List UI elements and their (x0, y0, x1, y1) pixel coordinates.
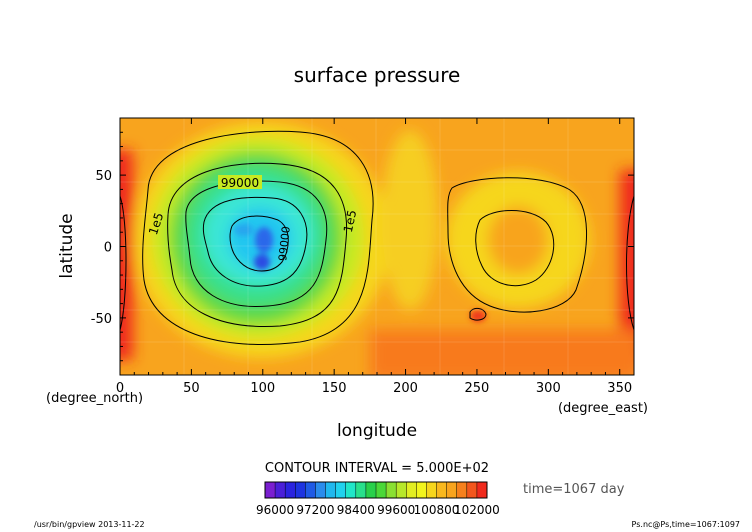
x-tick-label: 350 (607, 381, 632, 396)
x-tick-label: 200 (393, 381, 418, 396)
field-mid-yellow (382, 130, 438, 310)
contour-985 (202, 196, 308, 287)
contour-east-edge (626, 195, 634, 331)
x-axis-ticks: 0 50 100 150 200 250 300 350 (116, 118, 635, 396)
pressure-field (120, 118, 634, 375)
field-core-blue-1 (255, 227, 273, 253)
field-core-blue-2 (254, 254, 270, 270)
colorbar-swatch (426, 482, 437, 498)
colorbar-swatch (345, 482, 357, 498)
colorbar-swatch (315, 482, 326, 498)
colorbar-swatch (466, 482, 478, 498)
colorbar-swatch (275, 482, 286, 498)
contour-east-inner (475, 210, 555, 287)
colorbar-tick-label: 99600 (377, 503, 415, 517)
colorbar-tick-label: 100800 (414, 503, 460, 517)
contour-labels: 99000 1e5 1e5 99000 (146, 175, 359, 262)
chart-title: surface pressure (294, 63, 461, 87)
contour-label-99000-inner: 99000 (276, 226, 293, 262)
colorbar-tick-label: 96000 (256, 503, 294, 517)
colorbar-swatch (365, 482, 377, 498)
time-text: time=1067 day (523, 482, 625, 497)
x-tick-label: 250 (465, 381, 490, 396)
colorbar (264, 481, 488, 499)
colorbar-swatch (355, 482, 367, 498)
y-tick-label: 50 (95, 169, 112, 184)
colorbar-swatch (325, 482, 336, 498)
colorbar-tick-label: 98400 (337, 503, 375, 517)
colorbar-swatch (406, 482, 417, 498)
y-unit-label: (degree_north) (46, 391, 143, 406)
colorbar-swatch (446, 482, 458, 498)
colorbar-swatch (335, 482, 347, 498)
contour-label-1e5-east: 1e5 (341, 209, 359, 234)
colorbar-swatch (396, 482, 407, 498)
colorbar-swatch (376, 482, 387, 498)
x-unit-label: (degree_east) (558, 401, 648, 416)
field-core-blue-3 (234, 224, 254, 236)
colorbar-swatch (456, 482, 468, 498)
footer-left: /usr/bin/gpview 2013-11-22 (34, 520, 145, 529)
y-tick-label: -50 (91, 312, 112, 327)
colorbar-swatch (305, 482, 316, 498)
colorbar-swatch (416, 482, 427, 498)
contour-980 (229, 215, 289, 272)
colorbar-swatch (265, 482, 276, 498)
contour-interval-text: CONTOUR INTERVAL = 5.000E+02 (265, 461, 489, 476)
field-east-blob-orange (488, 206, 548, 274)
footer-right: Ps.nc@Ps,time=1067:1097 (632, 520, 740, 529)
colorbar-swatch (386, 482, 397, 498)
contour-east-outer (447, 177, 588, 313)
y-axis-ticks: -50 0 50 (91, 131, 634, 362)
contour-label-1e5-west: 1e5 (146, 211, 166, 237)
contour-995 (167, 162, 348, 327)
x-tick-label: 0 (116, 381, 124, 396)
colorbar-swatch (295, 482, 306, 498)
contour-label-99000-top: 99000 (221, 176, 259, 190)
field-south-band (370, 330, 634, 375)
x-tick-label: 50 (183, 381, 200, 396)
colorbar-tick-label: 97200 (296, 503, 334, 517)
colorbar-swatch (436, 482, 447, 498)
colorbar-frame (264, 481, 488, 499)
x-tick-label: 100 (250, 381, 275, 396)
contour-south-spot (469, 307, 487, 321)
y-tick-label: 0 (104, 241, 112, 256)
field-west-edge-red (120, 150, 133, 360)
contour-1e5 (142, 130, 374, 345)
x-tick-label: 300 (536, 381, 561, 396)
field-grid (120, 118, 634, 375)
colorbar-swatch (476, 482, 488, 498)
colorbar-tick-label: 102000 (454, 503, 500, 517)
colorbar-swatch (285, 482, 296, 498)
x-axis-label: longitude (337, 421, 417, 441)
y-axis-label: latitude (57, 213, 77, 278)
x-tick-label: 150 (322, 381, 347, 396)
